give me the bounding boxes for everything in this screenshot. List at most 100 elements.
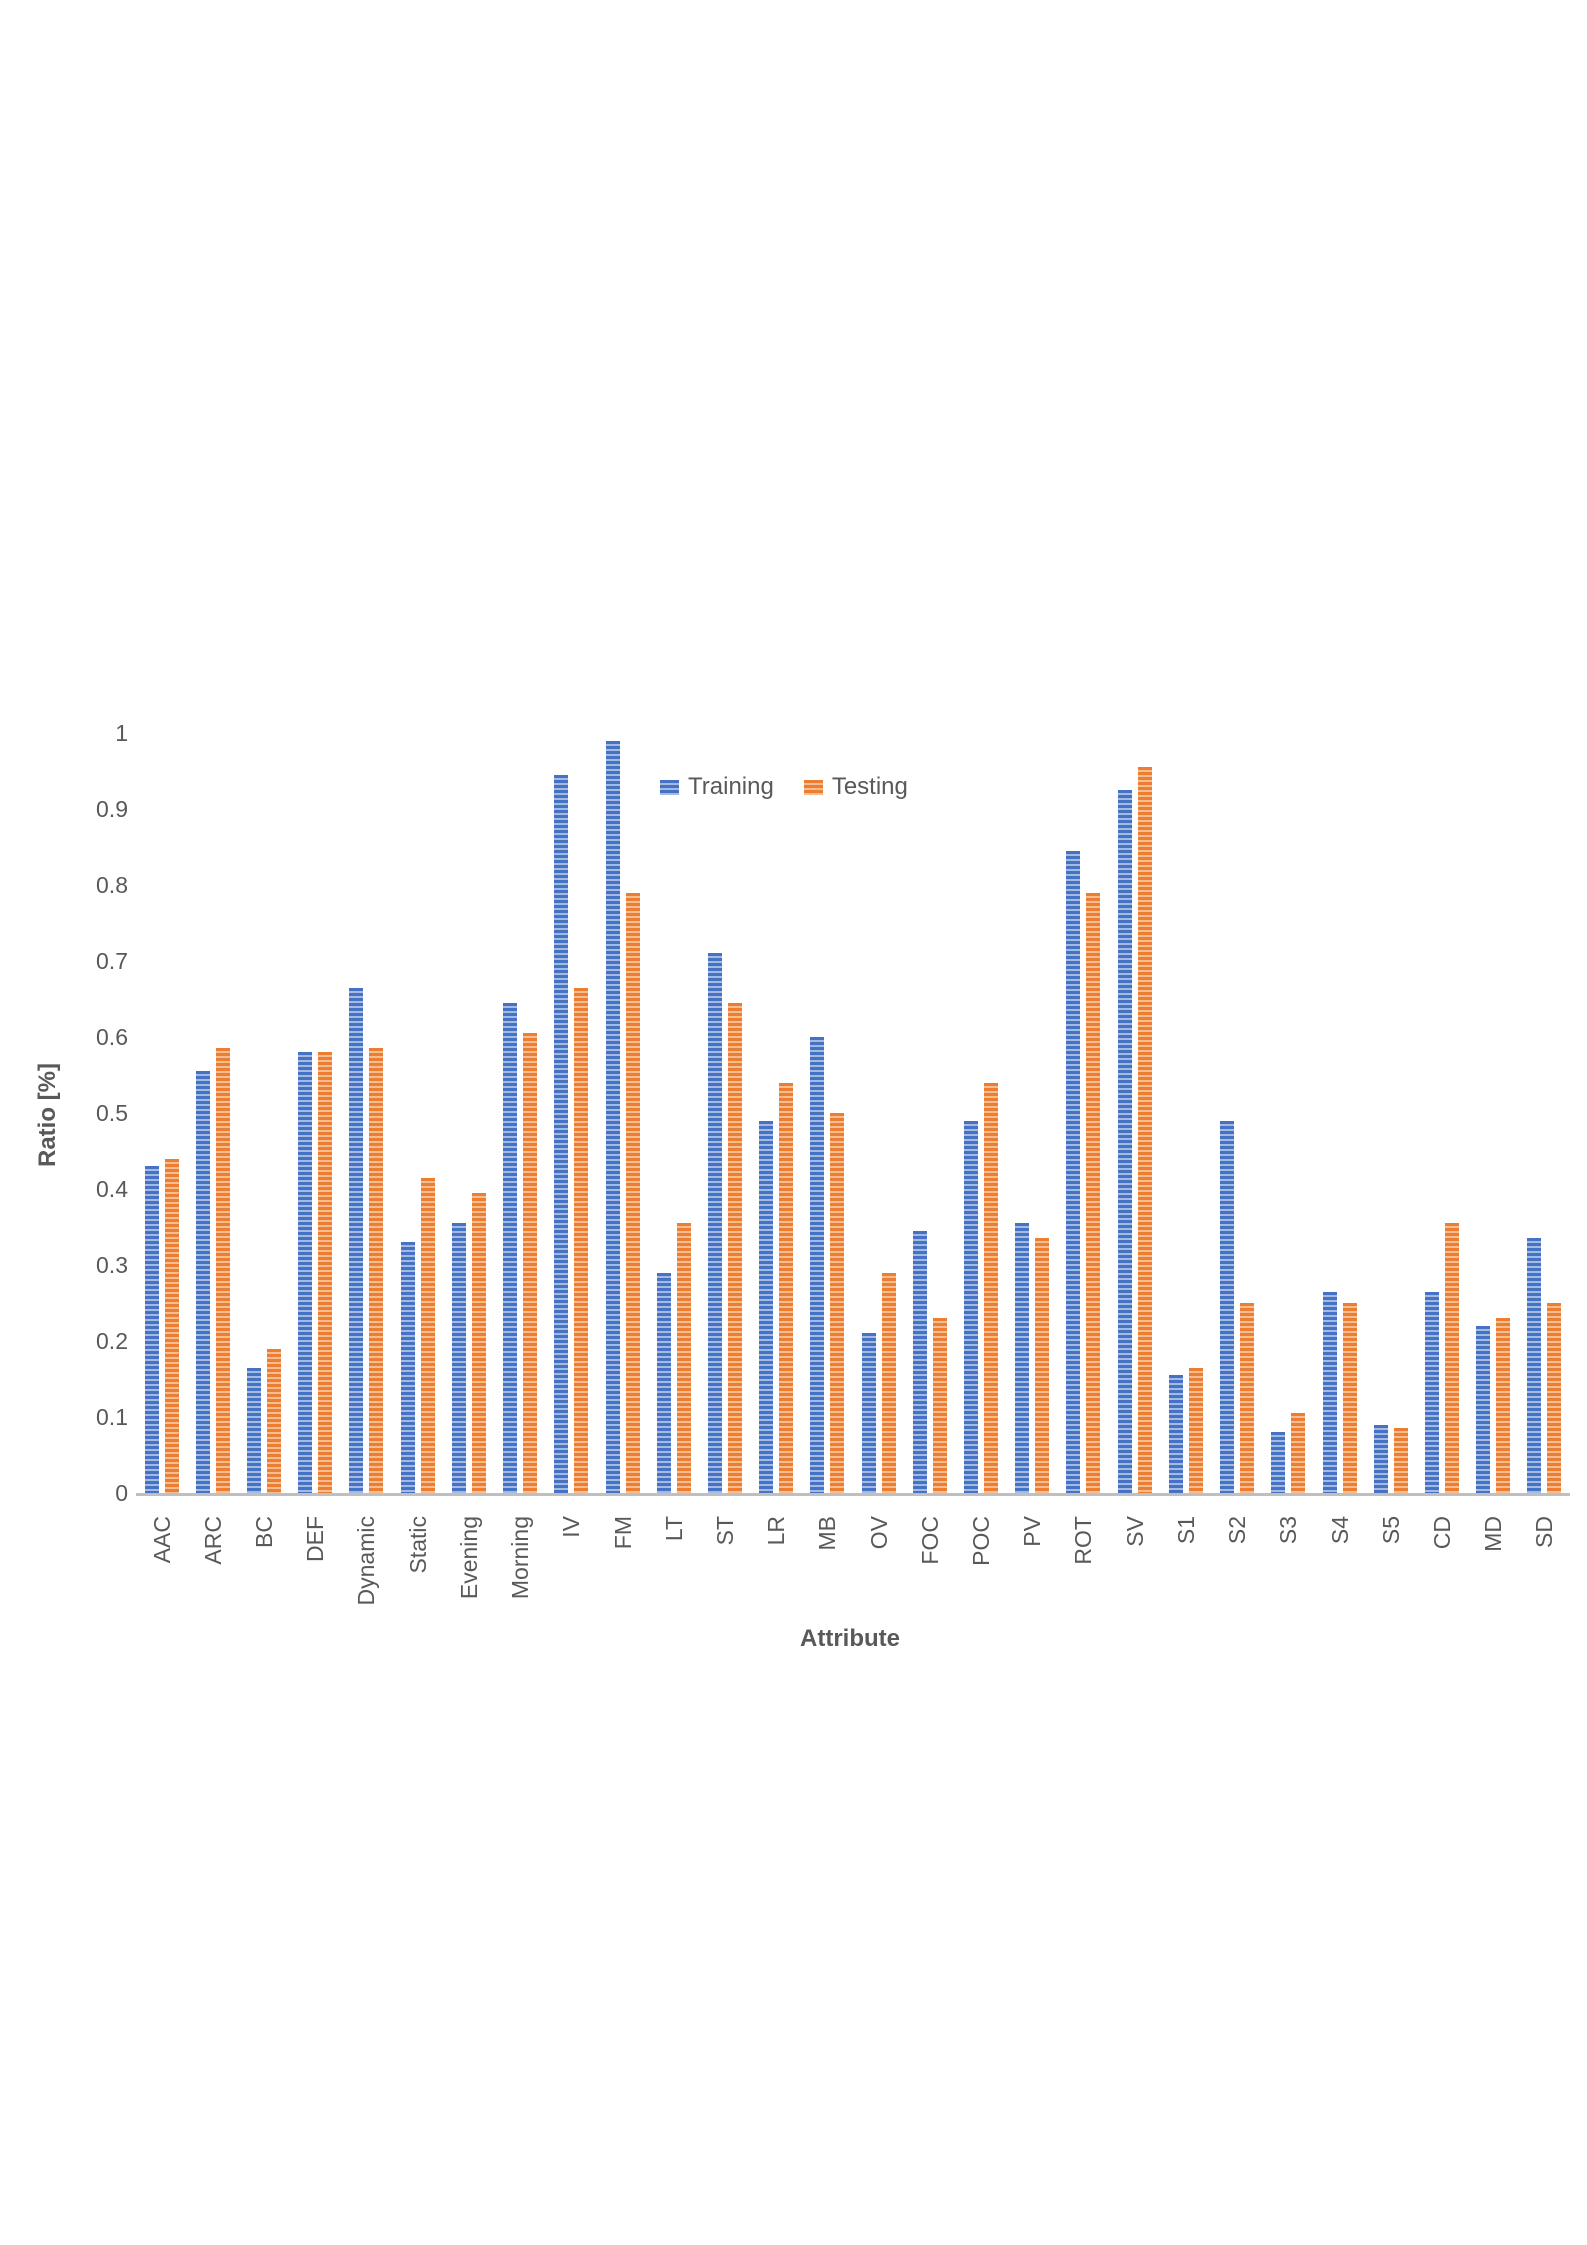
bar-testing-SV [1137,767,1152,1493]
bar-training-LT [656,1272,671,1493]
bar-training-Evening [451,1223,466,1493]
bar-testing-FOC [932,1318,947,1493]
plot-area [136,733,1570,1493]
y-tick-0.2: 0.2 [96,1328,128,1354]
bar-training-DEF [298,1052,313,1493]
bar-testing-LT [676,1223,691,1493]
bar-testing-BC [267,1348,282,1493]
y-tick-0.8: 0.8 [96,872,128,898]
bar-testing-OV [881,1272,896,1493]
x-label-S2: S2 [1224,1516,1251,1545]
bar-training-S5 [1373,1424,1388,1493]
y-tick-0.4: 0.4 [96,1176,128,1202]
x-label-FM: FM [609,1516,636,1550]
bar-training-BC [247,1367,262,1493]
x-label-POC: POC [968,1516,995,1566]
x-label-Morning: Morning [507,1516,534,1600]
bar-training-S2 [1220,1120,1235,1493]
bar-testing-ST [727,1002,742,1493]
x-label-OV: OV [865,1516,892,1550]
bar-testing-Morning [523,1033,538,1493]
x-label-SV: SV [1121,1516,1148,1547]
bar-training-Static [400,1242,415,1493]
bar-testing-S4 [1342,1303,1357,1493]
x-label-BC: BC [251,1516,278,1548]
bar-training-AAC [144,1166,159,1493]
bar-training-ROT [1066,850,1081,1493]
x-label-ROT: ROT [1070,1516,1097,1565]
bar-training-PV [1015,1223,1030,1493]
bar-testing-CD [1444,1223,1459,1493]
x-axis-title: Attribute [800,1625,900,1652]
bar-testing-ROT [1086,892,1101,1493]
bar-testing-Evening [471,1192,486,1493]
legend-label-training: Training [688,773,774,800]
x-label-MB: MB [814,1516,841,1551]
legend-item-training: Training [660,772,774,802]
training-swatch-icon [660,779,679,795]
y-tick-0.3: 0.3 [96,1252,128,1278]
x-label-IV: IV [558,1516,585,1538]
bar-training-ST [707,953,722,1493]
bar-testing-Dynamic [369,1048,384,1493]
x-label-LT: LT [660,1516,687,1542]
bar-training-MD [1476,1325,1491,1493]
bar-testing-POC [984,1082,999,1493]
y-tick-0.7: 0.7 [96,948,128,974]
x-label-CD: CD [1428,1516,1455,1550]
bar-training-MB [810,1037,825,1493]
bar-training-S1 [1168,1375,1183,1493]
bar-training-IV [554,774,569,1493]
x-label-AAC: AAC [148,1516,175,1564]
x-label-FOC: FOC [916,1516,943,1565]
bar-testing-MB [830,1113,845,1493]
bar-training-FOC [912,1230,927,1493]
x-label-ST: ST [711,1516,738,1546]
bar-testing-Static [420,1177,435,1493]
bar-testing-S1 [1188,1367,1203,1493]
bar-training-OV [861,1333,876,1493]
bar-training-SD [1527,1238,1542,1493]
bar-testing-LR [779,1082,794,1493]
bar-training-Dynamic [349,987,364,1493]
bar-testing-FM [625,892,640,1493]
bar-training-FM [605,740,620,1493]
x-label-Dynamic: Dynamic [353,1516,380,1606]
x-axis-line [136,1493,1570,1496]
bar-training-S4 [1322,1291,1337,1493]
bar-testing-S5 [1393,1428,1408,1493]
x-label-Evening: Evening [455,1516,482,1600]
y-tick-0.1: 0.1 [96,1404,128,1430]
bar-training-CD [1424,1291,1439,1493]
bar-training-ARC [195,1071,210,1493]
x-label-ARC: ARC [199,1516,226,1565]
x-label-PV: PV [1019,1516,1046,1547]
bar-testing-SD [1547,1303,1562,1493]
x-label-SD: SD [1531,1516,1558,1548]
x-label-S3: S3 [1275,1516,1302,1545]
bar-testing-DEF [318,1052,333,1493]
bar-testing-S3 [1291,1413,1306,1493]
x-label-S4: S4 [1326,1516,1353,1545]
bar-training-S3 [1271,1432,1286,1493]
bar-training-POC [964,1120,979,1493]
x-label-Static: Static [404,1516,431,1574]
bar-training-SV [1117,790,1132,1493]
y-tick-0.5: 0.5 [96,1100,128,1126]
y-tick-0: 0 [115,1480,128,1506]
bar-testing-MD [1496,1318,1511,1493]
y-tick-1: 1 [115,720,128,746]
y-tick-0.6: 0.6 [96,1024,128,1050]
bar-testing-ARC [215,1048,230,1493]
x-label-LR: LR [763,1516,790,1546]
legend-item-testing: Testing [803,772,908,802]
legend-label-testing: Testing [831,773,908,800]
bar-testing-S2 [1240,1303,1255,1493]
x-label-S1: S1 [1172,1516,1199,1545]
x-label-DEF: DEF [302,1516,329,1562]
bar-training-Morning [503,1002,518,1493]
bar-testing-PV [1035,1238,1050,1493]
y-tick-0.9: 0.9 [96,796,128,822]
bar-testing-AAC [164,1158,179,1493]
